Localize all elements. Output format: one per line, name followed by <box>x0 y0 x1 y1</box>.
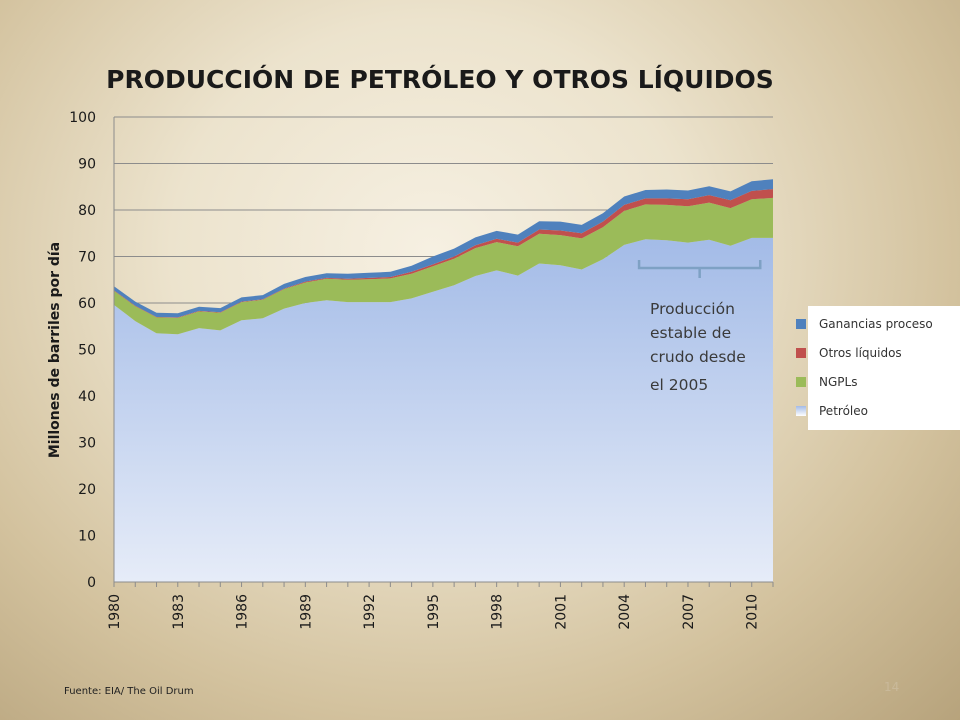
legend-swatch-petroleo <box>796 406 806 416</box>
legend-label-otros-liquidos: Otros líquidos <box>819 346 902 360</box>
legend-swatch-otros-liquidos <box>796 348 806 358</box>
y-tick-20: 20 <box>78 482 96 498</box>
y-tick-labels: 0 10 20 30 40 50 60 70 80 90 100 <box>69 110 96 591</box>
area-otros-liquidos <box>114 189 773 318</box>
y-tick-30: 30 <box>78 436 96 452</box>
annotation-line-1: Producción <box>650 300 735 318</box>
x-tick-labels: 1980 1983 1986 1989 1992 1995 1998 2001 2004 2007… <box>107 582 774 630</box>
stacked-areas <box>114 179 773 582</box>
page-number: 14 <box>884 680 900 694</box>
y-tick-100: 100 <box>69 110 96 126</box>
legend-label-petroleo: Petróleo <box>819 404 868 418</box>
legend: Ganancias proceso Otros líquidos NGPLs Petr… <box>796 306 960 430</box>
y-tick-80: 80 <box>78 203 96 219</box>
y-tick-40: 40 <box>78 389 96 405</box>
x-tick-label-1992: 1992 <box>362 594 378 630</box>
x-tick-label-1989: 1989 <box>298 594 314 630</box>
y-tick-0: 0 <box>87 575 96 591</box>
x-tick-label-1995: 1995 <box>426 594 442 630</box>
legend-label-ganancias-proceso: Ganancias proceso <box>819 317 933 331</box>
y-tick-60: 60 <box>78 296 96 312</box>
y-tick-90: 90 <box>78 157 96 173</box>
x-tick-label-1986: 1986 <box>235 594 251 630</box>
x-tick-label-1980: 1980 <box>107 594 123 630</box>
annotation-line-3: crudo desde <box>650 348 746 366</box>
y-tick-70: 70 <box>78 250 96 266</box>
x-tick-label-1983: 1983 <box>171 594 187 630</box>
legend-box <box>808 306 960 430</box>
annotation: Producción estable de crudo desde el 200… <box>637 260 762 394</box>
y-tick-10: 10 <box>78 529 96 545</box>
area-ganancias-proceso <box>114 179 773 318</box>
legend-swatch-ngpls <box>796 377 806 387</box>
y-axis-label: Millones de barriles por día <box>47 242 63 458</box>
x-tick-label-2007: 2007 <box>681 594 697 630</box>
legend-label-ngpls: NGPLs <box>819 375 857 389</box>
area-petroleo <box>114 237 773 582</box>
source-note: Fuente: EIA/ The Oil Drum <box>64 686 194 697</box>
x-tick-label-1998: 1998 <box>490 594 506 630</box>
annotation-line-4: el 2005 <box>650 376 708 394</box>
x-tick-label-2010: 2010 <box>745 594 761 630</box>
annotation-line-2: estable de <box>650 324 731 342</box>
y-tick-50: 50 <box>78 343 96 359</box>
axes <box>113 117 773 583</box>
legend-swatch-ganancias-proceso <box>796 319 806 329</box>
chart-title: PRODUCCIÓN DE PETRÓLEO Y OTROS LÍQUIDOS <box>106 64 774 94</box>
x-tick-label-2001: 2001 <box>553 594 569 630</box>
area-ngpls <box>114 197 773 335</box>
annotation-bracket <box>637 260 762 278</box>
x-tick-label-2004: 2004 <box>617 594 633 630</box>
